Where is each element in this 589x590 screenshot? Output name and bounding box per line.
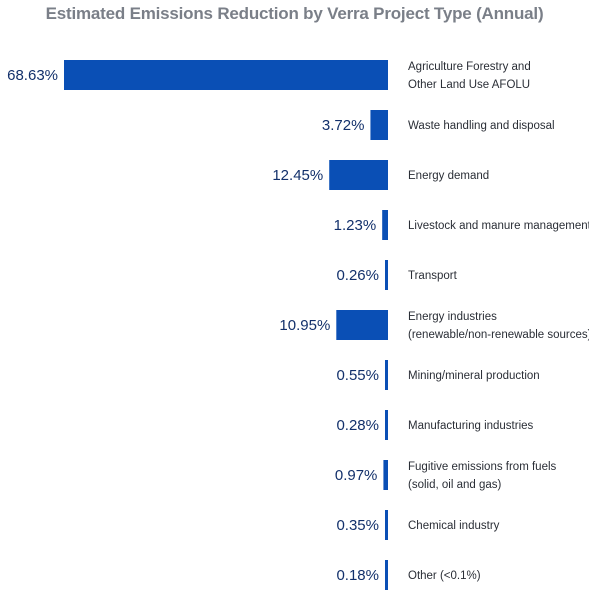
bar-8 bbox=[383, 460, 388, 490]
chart-title: Estimated Emissions Reduction by Verra P… bbox=[45, 4, 544, 23]
value-label-0: 68.63% bbox=[7, 67, 58, 84]
value-label-1: 3.72% bbox=[322, 117, 365, 134]
value-label-2: 12.45% bbox=[272, 167, 323, 184]
value-label-9: 0.35% bbox=[336, 517, 379, 534]
category-label-5: Energy industries (renewable/non-renewabl… bbox=[408, 311, 589, 341]
value-label-6: 0.55% bbox=[336, 367, 379, 384]
category-label-9: Chemical industry bbox=[408, 520, 500, 532]
bar-3 bbox=[382, 210, 388, 240]
bar-0 bbox=[64, 60, 388, 90]
value-label-7: 0.28% bbox=[336, 417, 379, 434]
bar-1 bbox=[370, 110, 388, 140]
bar-10 bbox=[385, 560, 388, 590]
value-label-10: 0.18% bbox=[336, 567, 379, 584]
category-label-8: Fugitive emissions from fuels (solid, oil… bbox=[408, 461, 557, 491]
category-label-1: Waste handling and disposal bbox=[408, 120, 555, 132]
category-label-4: Transport bbox=[408, 270, 458, 282]
bar-4 bbox=[385, 260, 388, 290]
category-label-6: Mining/mineral production bbox=[408, 370, 540, 382]
category-label-0: Agriculture Forestry and Other Land Use A… bbox=[408, 61, 531, 91]
value-label-5: 10.95% bbox=[279, 317, 330, 334]
category-label-7: Manufacturing industries bbox=[408, 420, 534, 432]
bar-5 bbox=[336, 310, 388, 340]
bar-9 bbox=[385, 510, 388, 540]
value-label-4: 0.26% bbox=[336, 267, 379, 284]
category-label-3: Livestock and manure management bbox=[408, 220, 589, 232]
category-label-2: Energy demand bbox=[408, 170, 489, 182]
category-label-10: Other (<0.1%) bbox=[408, 570, 481, 582]
value-label-3: 1.23% bbox=[334, 217, 377, 234]
bar-2 bbox=[329, 160, 388, 190]
value-label-8: 0.97% bbox=[335, 467, 378, 484]
bar-7 bbox=[385, 410, 388, 440]
bar-6 bbox=[385, 360, 388, 390]
